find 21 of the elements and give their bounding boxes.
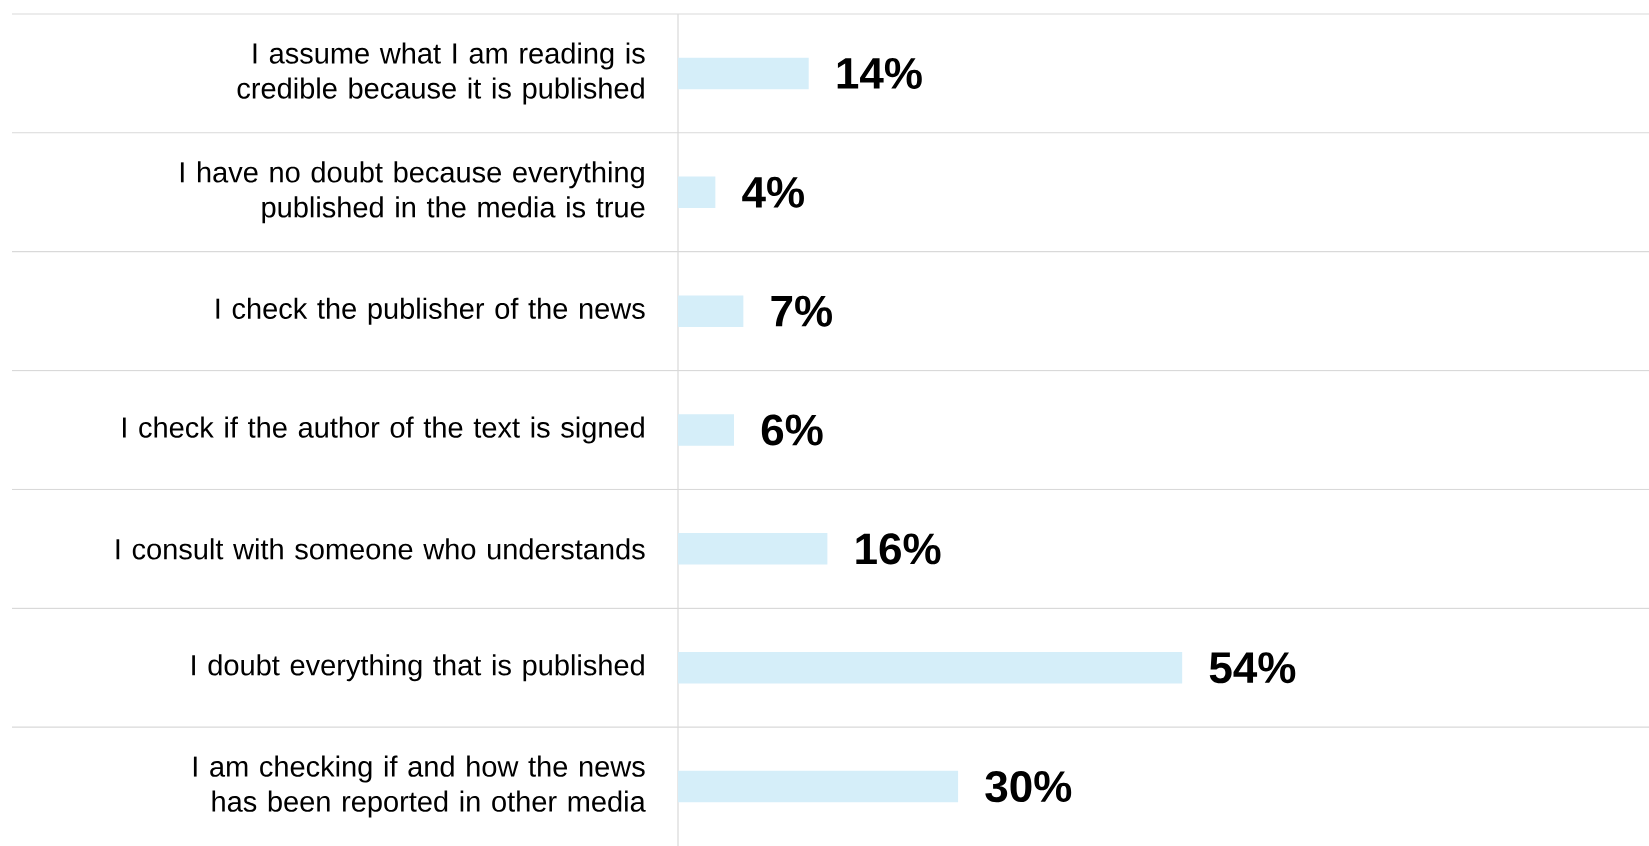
bar (678, 295, 744, 327)
data-label: 14% (837, 57, 922, 89)
y-tick-label: I check if the author of the text is signed (122, 416, 644, 444)
data-label: 16% (856, 533, 941, 565)
bar (678, 57, 809, 90)
data-label: 6% (761, 414, 823, 446)
y-tick-label: I consult with someone who understands (116, 538, 645, 560)
data-label: 30% (985, 770, 1072, 803)
y-tick-label: I assume what I am reading is credible because it is published (237, 42, 645, 105)
y-tick-label: I am checking if and how the news has been reported in other media (193, 755, 646, 818)
y-tick-label: I check the publisher of the news (216, 297, 645, 325)
bar (678, 176, 716, 209)
data-label: 7% (771, 295, 832, 327)
bar (678, 533, 828, 565)
data-label: 4% (742, 176, 804, 208)
bar (678, 414, 735, 446)
bar (678, 651, 1183, 684)
bar (678, 770, 959, 803)
y-tick-label: I have no doubt because everything published in the media is true (180, 161, 645, 224)
data-label: 54% (1209, 652, 1296, 684)
y-tick-label: I doubt everything that is published (192, 654, 644, 682)
